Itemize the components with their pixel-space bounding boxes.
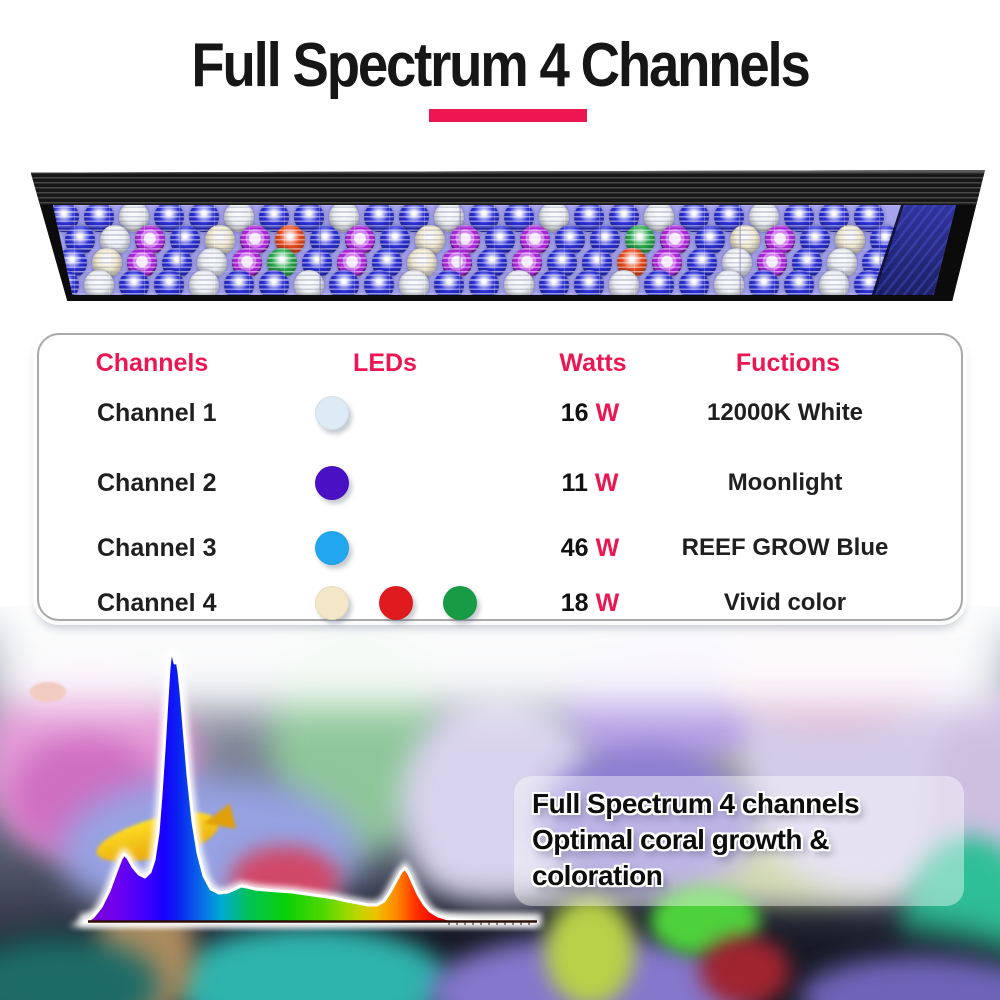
led-royal-blue bbox=[119, 270, 149, 295]
watts-unit: W bbox=[595, 399, 620, 427]
watts-unit: W bbox=[595, 534, 620, 562]
function-label: 12000K White bbox=[706, 399, 864, 426]
spectrum-chart bbox=[69, 648, 542, 927]
watts-value: 46 W bbox=[500, 531, 680, 565]
led-color-swatch bbox=[315, 531, 349, 565]
led-cool-white bbox=[189, 270, 219, 295]
coral-blob-chartreuse bbox=[545, 896, 635, 1000]
watts-unit: W bbox=[595, 589, 620, 617]
led-color-swatch bbox=[315, 586, 349, 620]
function-label: REEF GROW Blue bbox=[681, 534, 889, 561]
small-fish bbox=[30, 682, 66, 702]
channel-label: Channel 3 bbox=[97, 534, 217, 562]
led-cool-white bbox=[294, 270, 324, 295]
table-row: Channel 1 16 W 12000K White bbox=[39, 396, 961, 430]
led-color-swatch bbox=[443, 586, 477, 620]
caption-line-1: Full Spectrum 4 channels bbox=[532, 788, 860, 819]
caption-line-2: Optimal coral growth & coloration bbox=[532, 824, 830, 891]
coral-blob-red-patch bbox=[700, 936, 790, 1000]
led-royal-blue bbox=[469, 270, 499, 295]
led-cool-white bbox=[84, 270, 114, 295]
channel-label: Channel 4 bbox=[97, 589, 217, 617]
led-color-swatch bbox=[315, 466, 349, 500]
led-royal-blue bbox=[574, 270, 604, 295]
led-royal-blue bbox=[434, 270, 464, 295]
led-swatches bbox=[315, 531, 349, 565]
led-light-bar bbox=[25, 170, 985, 301]
led-royal-blue bbox=[749, 270, 779, 295]
channels-table: Channels LEDs Watts Fuctions Channel 1 1… bbox=[37, 333, 963, 621]
spectrum-curve bbox=[83, 648, 539, 924]
column-header-leds: LEDs bbox=[353, 349, 417, 377]
caption-box: Full Spectrum 4 channels Optimal coral g… bbox=[514, 776, 964, 906]
watts-value: 11 W bbox=[500, 466, 680, 500]
function-label: Vivid color bbox=[723, 589, 847, 616]
led-swatches bbox=[315, 586, 477, 620]
led-royal-blue bbox=[154, 270, 184, 295]
channel-label: Channel 2 bbox=[97, 469, 217, 497]
watts-value: 18 W bbox=[500, 586, 680, 620]
watts-number: 18 bbox=[560, 589, 589, 617]
function-label: Moonlight bbox=[727, 469, 843, 496]
led-cool-white bbox=[819, 270, 849, 295]
watts-value: 16 W bbox=[500, 396, 680, 430]
table-row: Channel 4 18 W Vivid color bbox=[39, 586, 961, 620]
watts-number: 11 bbox=[561, 469, 588, 497]
led-royal-blue bbox=[259, 270, 289, 295]
led-cool-white bbox=[504, 270, 534, 295]
lamp-end-glass bbox=[871, 205, 956, 295]
header: Full Spectrum 4 Channels bbox=[0, 30, 1000, 122]
led-royal-blue bbox=[784, 270, 814, 295]
table-row: Channel 3 46 W REEF GROW Blue bbox=[39, 531, 961, 565]
lamp-led-panel bbox=[52, 205, 956, 295]
led-color-swatch bbox=[315, 396, 349, 430]
led-royal-blue bbox=[364, 270, 394, 295]
led-royal-blue bbox=[539, 270, 569, 295]
watts-number: 46 bbox=[560, 534, 589, 562]
led-swatches bbox=[315, 396, 349, 430]
led-royal-blue bbox=[644, 270, 674, 295]
led-swatches bbox=[315, 466, 349, 500]
title-underline bbox=[429, 109, 587, 122]
led-cool-white bbox=[609, 270, 639, 295]
led-row bbox=[52, 270, 884, 295]
led-cool-white bbox=[714, 270, 744, 295]
page-title: Full Spectrum 4 Channels bbox=[191, 31, 810, 100]
reef-photo-backdrop bbox=[0, 606, 1000, 1000]
watts-unit: W bbox=[594, 469, 619, 497]
led-royal-blue bbox=[329, 270, 359, 295]
column-header-channels: Channels bbox=[95, 349, 209, 377]
lamp-heatsink-fins bbox=[30, 170, 985, 205]
led-royal-blue bbox=[224, 270, 254, 295]
column-header-fuctions: Fuctions bbox=[735, 349, 841, 377]
led-cool-white bbox=[399, 270, 429, 295]
coral-blob-purple-mushroom bbox=[540, 746, 760, 896]
watts-number: 16 bbox=[560, 399, 589, 427]
column-header-watts: Watts bbox=[559, 349, 627, 377]
led-color-swatch bbox=[379, 586, 413, 620]
led-royal-blue bbox=[679, 270, 709, 295]
table-row: Channel 2 11 W Moonlight bbox=[39, 466, 961, 500]
led-royal-blue bbox=[52, 270, 79, 295]
lamp-housing bbox=[30, 170, 985, 301]
channel-label: Channel 1 bbox=[97, 399, 217, 427]
